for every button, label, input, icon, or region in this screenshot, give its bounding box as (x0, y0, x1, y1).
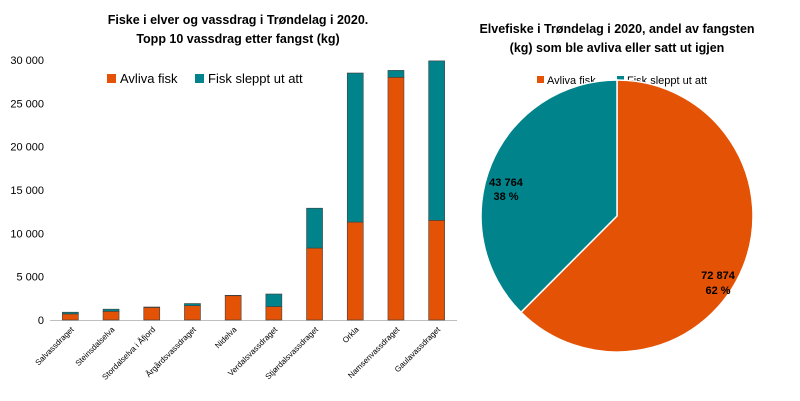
pie-chart-title-line1: Elvefiske i Trøndelag i 2020, andel av f… (479, 22, 754, 36)
pie-label-percent-sleppt: 38 % (493, 191, 518, 203)
bar-chart-subtitle: Topp 10 vassdrag etter fangst (kg) (136, 32, 339, 46)
pie-legend-swatch-avliva (537, 76, 544, 83)
pie-chart-slices (480, 79, 754, 353)
pie-slice-sleppt (480, 79, 618, 314)
legend-swatch-avliva (107, 74, 116, 83)
category-label: Steinsdalselva (74, 325, 117, 368)
pie-label-percent-avliva: 62 % (705, 285, 730, 297)
bar-segment-sleppt (428, 60, 445, 221)
pie-label-value-avliva: 72 874 (701, 270, 736, 282)
pie-label-value-sleppt: 43 764 (489, 177, 524, 189)
bar-segment-avliva (306, 247, 323, 321)
category-label: Orkla (341, 325, 361, 345)
bar-segment-sleppt (387, 70, 405, 78)
bar-segment-avliva (102, 311, 120, 321)
legend-swatch-sleppt (195, 74, 204, 83)
bar-segment-sleppt (184, 303, 201, 306)
legend-label-sleppt: Fisk sleppt ut att (208, 71, 303, 86)
legend-label-avliva: Avliva fisk (120, 71, 178, 86)
category-label: Nidelva (213, 325, 239, 351)
bar-segment-avliva (224, 295, 242, 321)
bar-chart-category-labels: SalvassdragetSteinsdalselvaStordalselva … (34, 325, 443, 382)
bar-segment-avliva (62, 313, 79, 321)
bar-segment-sleppt (62, 311, 79, 315)
bar-segment-avliva (143, 307, 161, 321)
y-tick-label: 5 000 (16, 272, 44, 284)
category-label: Salvassdraget (34, 325, 77, 368)
y-tick-label: 30 000 (10, 55, 44, 67)
bar-chart-bars (62, 60, 445, 321)
bar-segment-avliva (387, 77, 405, 321)
y-tick-label: 15 000 (10, 185, 44, 197)
pie-chart-title-line2: (kg) som ble avliva eller satt ut igjen (510, 41, 725, 55)
bar-segment-sleppt (102, 308, 120, 312)
pie-slice-avliva (519, 79, 754, 353)
bar-segment-avliva (346, 221, 364, 321)
bar-segment-sleppt (265, 293, 283, 307)
bar-chart-axes: 0 5 000 10 000 15 000 20 000 25 000 30 000 (10, 55, 457, 327)
bar-segment-avliva (265, 306, 283, 321)
y-tick-label: 0 (38, 315, 44, 327)
bar-segment-avliva (184, 305, 201, 321)
bar-segment-avliva (428, 220, 445, 321)
y-tick-label: 20 000 (10, 142, 44, 154)
y-tick-label: 10 000 (10, 228, 44, 240)
bar-chart-title: Fiske i elver og vassdrag i Trøndelag i … (108, 13, 369, 27)
bar-segment-sleppt (346, 72, 364, 223)
bar-chart-legend: Avliva fisk Fisk sleppt ut att (107, 71, 303, 86)
y-tick-label: 25 000 (10, 98, 44, 110)
bar-segment-sleppt (306, 207, 323, 249)
